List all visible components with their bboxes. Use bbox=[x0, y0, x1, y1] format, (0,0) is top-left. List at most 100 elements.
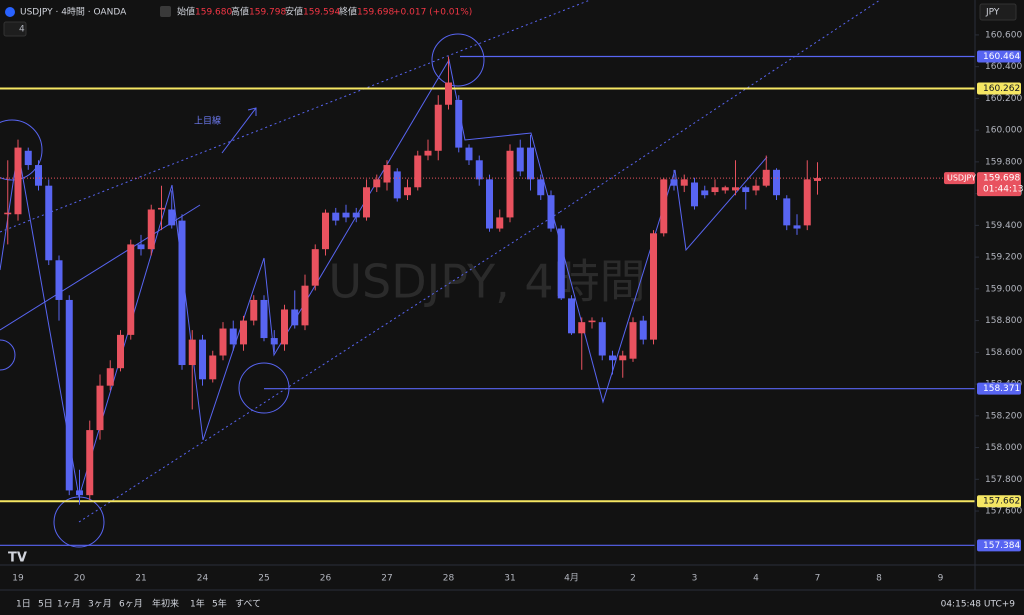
candle-body bbox=[76, 490, 83, 496]
candle-body bbox=[465, 147, 473, 161]
level-label-box bbox=[977, 539, 1021, 552]
currency-button[interactable] bbox=[979, 3, 1017, 21]
x-tick-label: 24 bbox=[197, 574, 209, 584]
candle-body bbox=[393, 171, 401, 199]
candle-body bbox=[45, 185, 53, 261]
candle-body bbox=[147, 209, 155, 250]
range-button[interactable]: 3ヶ月 bbox=[88, 599, 112, 610]
candle-body bbox=[516, 147, 524, 172]
candle-body bbox=[4, 212, 12, 215]
candle-body bbox=[219, 328, 227, 356]
range-button[interactable]: 年初来 bbox=[152, 598, 179, 610]
clock: 04:15:48 UTC+9 bbox=[941, 600, 1016, 610]
candle-body bbox=[732, 187, 739, 191]
range-button[interactable]: 1日 bbox=[16, 599, 31, 610]
candle-body bbox=[199, 339, 206, 380]
candle-body bbox=[424, 150, 432, 156]
candle-body bbox=[281, 309, 288, 345]
level-label: 160.464 bbox=[983, 52, 1020, 62]
y-tick-label: 158.200 bbox=[985, 411, 1022, 421]
candle-body bbox=[650, 233, 657, 340]
y-tick-label: 160.000 bbox=[985, 126, 1022, 136]
candle-body bbox=[14, 147, 22, 215]
y-tick-label: 159.800 bbox=[985, 157, 1022, 167]
x-tick-label: 21 bbox=[135, 574, 146, 584]
range-button[interactable]: 1ヶ月 bbox=[57, 599, 81, 610]
candle-body bbox=[629, 322, 637, 359]
arrow-head bbox=[247, 107, 257, 116]
level-label-box bbox=[977, 495, 1021, 508]
last-price-label: 159.698 bbox=[983, 174, 1020, 184]
candle-body bbox=[588, 320, 596, 323]
trend-line bbox=[0, 204, 201, 331]
candle-body bbox=[721, 187, 729, 191]
candle-body bbox=[332, 212, 340, 221]
candle-body bbox=[742, 187, 750, 193]
y-tick-label: 159.400 bbox=[985, 221, 1022, 231]
y-tick-label: 160.200 bbox=[985, 94, 1022, 104]
level-label: 160.262 bbox=[983, 84, 1020, 94]
candle-body bbox=[363, 187, 370, 218]
candle-body bbox=[660, 179, 668, 234]
range-button[interactable]: すべて bbox=[235, 599, 261, 610]
candle-body bbox=[557, 228, 565, 299]
x-tick-label: 2 bbox=[630, 574, 636, 584]
y-tick-label: 158.600 bbox=[985, 348, 1022, 358]
candle-body bbox=[496, 217, 504, 229]
candle-body bbox=[188, 339, 196, 366]
x-tick-label: 3 bbox=[692, 574, 698, 584]
indicator-toggle[interactable] bbox=[3, 21, 27, 37]
candle-body bbox=[803, 179, 811, 226]
last-price-symbol-box bbox=[944, 172, 975, 185]
range-button[interactable]: 1年 bbox=[190, 598, 205, 610]
indicator-count: 4 bbox=[19, 25, 25, 35]
candle-body bbox=[127, 244, 135, 335]
candle-body bbox=[86, 430, 94, 496]
y-tick-label: 158.800 bbox=[985, 316, 1022, 326]
flag-icon[interactable] bbox=[160, 6, 171, 17]
candle-body bbox=[547, 195, 555, 229]
range-button[interactable]: 6ヶ月 bbox=[119, 599, 143, 610]
y-tick-label: 160.400 bbox=[985, 62, 1022, 72]
candle-body bbox=[434, 104, 442, 151]
range-button[interactable]: 5年 bbox=[212, 598, 227, 610]
y-tick-label: 159.000 bbox=[985, 284, 1022, 294]
candle-body bbox=[383, 165, 391, 183]
candle-body bbox=[445, 82, 452, 105]
quote-change: +0.017 (+0.01%) bbox=[393, 8, 472, 18]
last-price-symbol: USDJPY bbox=[947, 174, 976, 183]
level-label-box bbox=[977, 82, 1021, 95]
candle-body bbox=[342, 212, 350, 218]
quote-value: 159.594 bbox=[303, 8, 340, 18]
x-tick-label: 9 bbox=[938, 574, 944, 584]
level-label-box bbox=[977, 382, 1021, 395]
quote-name: 安値 bbox=[285, 6, 303, 18]
candle-body bbox=[24, 150, 32, 166]
x-tick-label: 7 bbox=[815, 574, 821, 584]
candle-body bbox=[117, 334, 124, 369]
candle-body bbox=[55, 260, 63, 300]
y-tick-label: 157.800 bbox=[985, 475, 1022, 485]
quote-value: 159.698 bbox=[357, 8, 394, 18]
candle-body bbox=[609, 355, 616, 361]
candle-body bbox=[270, 338, 278, 345]
candle-body bbox=[35, 165, 42, 186]
symbol-icon bbox=[5, 7, 15, 17]
candle-body bbox=[752, 185, 760, 191]
x-tick-label: 19 bbox=[12, 574, 24, 584]
candle-body bbox=[578, 322, 586, 334]
candle-body bbox=[691, 182, 698, 207]
candle-body bbox=[414, 155, 422, 188]
candle-body bbox=[701, 190, 709, 196]
candle-body bbox=[96, 385, 104, 431]
arrow bbox=[221, 107, 257, 154]
quote-name: 高値 bbox=[231, 6, 249, 18]
countdown: 01:44:13 bbox=[983, 185, 1023, 195]
currency: JPY bbox=[985, 8, 1000, 18]
range-button[interactable]: 5日 bbox=[38, 599, 53, 610]
annotation: 上目線 bbox=[194, 115, 221, 127]
